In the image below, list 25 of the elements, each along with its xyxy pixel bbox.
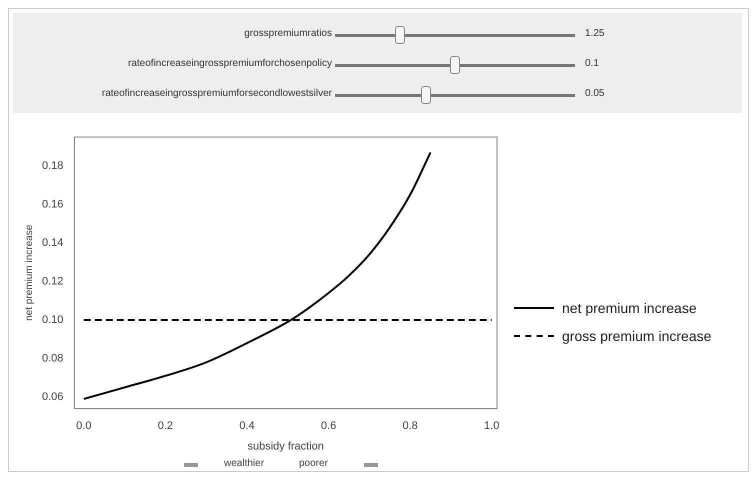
x-tick-label: 0.8: [402, 420, 418, 432]
x-tick-label: 1.0: [484, 420, 500, 432]
y-axis-title: net premium increase: [24, 224, 35, 321]
text: wealthier: [224, 458, 264, 469]
text: rateofincreaseingrosspremiumforchosenpolicy: [128, 58, 332, 69]
y-tick-label: 0.10: [42, 314, 64, 326]
text: grosspremiumratios: [244, 28, 332, 39]
y-tick-label: 0.14: [42, 236, 64, 249]
y-tick-label: 0.12: [42, 276, 64, 288]
text: poorer: [299, 458, 328, 469]
legend-label: net premium increase: [562, 300, 697, 316]
text: 1.25: [585, 28, 604, 39]
legend-label: gross premium increase: [562, 328, 712, 344]
y-tick-label: 0.06: [42, 391, 64, 404]
y-tick-label: 0.18: [42, 160, 64, 172]
x-axis-title: subsidy fraction: [247, 440, 324, 452]
y-tick-label: 0.16: [42, 198, 64, 210]
x-tick-label: 0.4: [239, 420, 255, 432]
text: 0.05: [585, 88, 604, 99]
x-tick-label: 0.0: [76, 420, 92, 432]
x-tick-label: 0.6: [320, 420, 336, 432]
y-tick-label: 0.08: [42, 352, 64, 365]
x-tick-label: 0.2: [158, 420, 174, 432]
text: 0.1: [585, 58, 599, 69]
text: rateofincreaseingrosspremiumforsecondlowestsilver: [102, 88, 332, 99]
